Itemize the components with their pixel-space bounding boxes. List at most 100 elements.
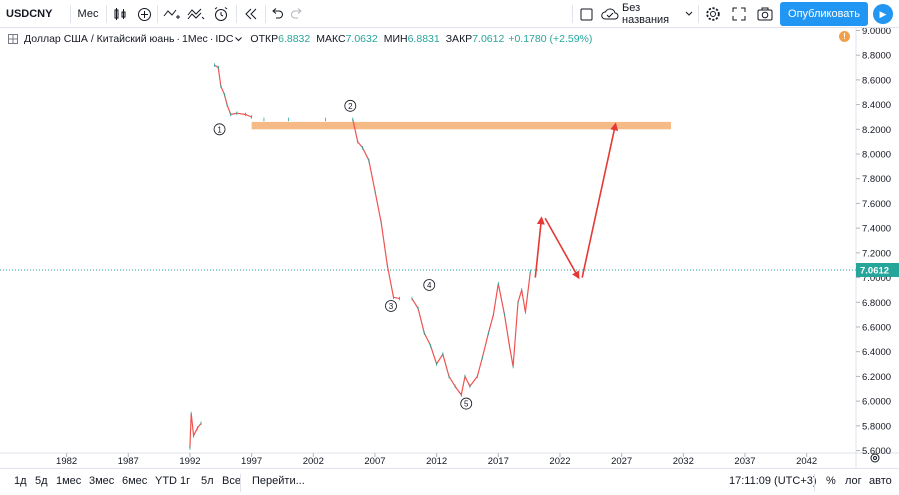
camera-icon[interactable] [755, 3, 775, 25]
y-tick-label: 7.4000 [862, 224, 891, 235]
goto-button[interactable]: Перейти... [252, 475, 305, 487]
interval-button[interactable]: Мес [77, 8, 99, 20]
publish-button[interactable]: Опубликовать [780, 2, 868, 26]
add-indicator-icon[interactable] [134, 3, 154, 25]
wave-label: 1 [217, 125, 222, 134]
clock-time[interactable]: 17:11:09 (UTC+3) [729, 475, 817, 487]
range-button[interactable]: YTD [155, 475, 177, 487]
price-chart[interactable]: 1 2 3 4 5 9.0000 8.8000 8.6000 8.4000 8.2000 8.00… [0, 28, 899, 468]
x-tick-label: 1982 [56, 456, 77, 467]
legend-dot: · [176, 33, 181, 45]
y-tick-label: 8.8000 [862, 51, 891, 62]
price-line [189, 413, 202, 449]
log-toggle[interactable]: лог [845, 475, 862, 487]
toolbar-divider [572, 5, 573, 23]
y-tick-label: 7.8000 [862, 174, 891, 185]
y-tick-label: 6.0000 [862, 397, 891, 408]
alert-icon[interactable]: ! [839, 31, 850, 42]
gear-hub [873, 456, 877, 460]
legend-dot: · [209, 33, 214, 45]
toolbar-divider [70, 5, 71, 23]
gear-ring [870, 453, 880, 463]
x-tick-label: 2027 [611, 456, 632, 467]
range-button[interactable]: 1д [14, 475, 27, 487]
gear-icon[interactable] [703, 3, 723, 25]
chevron-down-icon[interactable] [683, 3, 695, 25]
change-value: +0.1780 (+2.59%) [508, 33, 593, 45]
percent-toggle[interactable]: % [826, 475, 836, 487]
x-tick-label: 1987 [118, 456, 139, 467]
y-tick-label: 6.8000 [862, 298, 891, 309]
forecast-arrow [534, 216, 545, 278]
price-series-layer [189, 63, 531, 450]
close-label: ЗАКР [445, 33, 473, 45]
last-price-badge [856, 263, 899, 278]
resistance-zone-layer [251, 121, 671, 130]
y-tick-label: 8.6000 [862, 75, 891, 86]
toolbar-divider [106, 5, 107, 23]
forecast-arrows-layer [534, 122, 619, 280]
x-tick-label: 2042 [796, 456, 817, 467]
wave-labels-layer: 1 2 3 4 5 [213, 99, 473, 410]
fullscreen-layout-icon[interactable] [577, 3, 595, 25]
replay-icon[interactable] [241, 3, 261, 25]
y-tick-label: 7.0000 [862, 273, 891, 284]
x-tick-label: 2012 [426, 456, 447, 467]
wave-label: 4 [427, 281, 432, 290]
forecast-arrow [544, 217, 580, 280]
legend-chevron-icon[interactable] [235, 36, 243, 42]
compare-icon[interactable] [186, 3, 206, 25]
y-tick-label: 8.4000 [862, 100, 891, 111]
top-toolbar: USDCNY Мес Без названия [0, 0, 899, 28]
layout-name[interactable]: Без названия [622, 2, 670, 26]
bottom-toolbar: 1д 5д 1мес 3мес 6мес YTD 1г 5л Все Перейти... 17… [0, 468, 899, 495]
redo-icon[interactable] [288, 3, 306, 25]
y-tick-label: 6.6000 [862, 322, 891, 333]
toolbar-divider [157, 5, 158, 23]
range-button[interactable]: 5л [201, 475, 214, 487]
y-tick-label: 8.2000 [862, 125, 891, 136]
wave-label-circle [344, 99, 357, 112]
resistance-zone [251, 121, 671, 130]
wave-label: 3 [389, 302, 394, 311]
wave-label: 2 [348, 102, 353, 111]
legend-title: Доллар США / Китайский юань [24, 33, 175, 45]
indicators-icon[interactable] [162, 3, 182, 25]
legend-source: IDC [215, 33, 234, 45]
toolbar-divider [814, 474, 815, 492]
auto-toggle[interactable]: авто [869, 475, 892, 487]
range-button[interactable]: Все [222, 475, 241, 487]
open-value: 6.8832 [278, 33, 311, 45]
y-tick-label: 6.4000 [862, 347, 891, 358]
wave-label-circle [460, 397, 473, 410]
y-tick-label: 7.2000 [862, 248, 891, 259]
range-button[interactable]: 1г [180, 475, 191, 487]
cloud-check-icon[interactable] [600, 3, 620, 25]
y-tick-label: 5.8000 [862, 421, 891, 432]
symbol-search[interactable]: USDCNY [6, 8, 53, 20]
x-tick-label: 1992 [179, 456, 200, 467]
alert-clock-icon[interactable] [211, 3, 231, 25]
play-icon[interactable]: ▶ [873, 4, 893, 24]
range-button[interactable]: 1мес [56, 475, 82, 487]
low-label: МИН [383, 33, 408, 45]
range-button[interactable]: 3мес [89, 475, 115, 487]
x-tick-label: 2007 [364, 456, 385, 467]
y-tick-label: 6.2000 [862, 372, 891, 383]
open-label: ОТКР [250, 33, 279, 45]
forecast-arrow [581, 122, 619, 278]
axes-layer: 9.0000 8.8000 8.6000 8.4000 8.2000 8.0000 7.80… [0, 28, 899, 468]
candles-icon[interactable] [110, 3, 130, 25]
y-tick-label: 5.6000 [862, 446, 891, 457]
range-button[interactable]: 6мес [122, 475, 148, 487]
high-label: МАКС [316, 33, 346, 45]
undo-icon[interactable] [268, 3, 286, 25]
y-tick-label: 7.6000 [862, 199, 891, 210]
toolbar-divider [698, 5, 699, 23]
grid-icon[interactable] [8, 34, 18, 44]
x-tick-label: 2017 [488, 456, 509, 467]
expand-icon[interactable] [729, 3, 749, 25]
toolbar-divider [240, 474, 241, 492]
range-button[interactable]: 5д [35, 475, 48, 487]
x-tick-label: 2037 [734, 456, 755, 467]
